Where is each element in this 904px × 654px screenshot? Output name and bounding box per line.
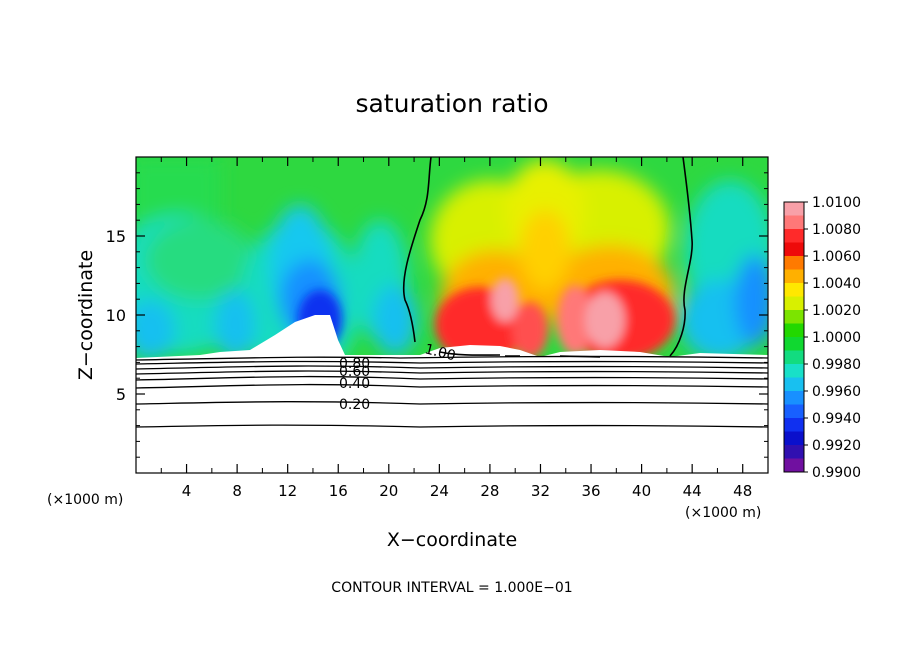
- contour-label-4: 0.40: [339, 376, 370, 392]
- colorbar-swatch: [784, 377, 804, 392]
- colorbar-swatch: [784, 323, 804, 338]
- colorbar-swatch: [784, 296, 804, 311]
- colorbar-swatch: [784, 229, 804, 243]
- colorbar-label: 1.0100: [812, 195, 861, 211]
- colorbar-label: 1.0080: [812, 222, 861, 238]
- contour-label-2: 0.80: [339, 356, 370, 372]
- x-tick-label: 36: [581, 482, 600, 500]
- y-tick-label: 15: [106, 227, 126, 246]
- colorbar-swatch: [784, 350, 804, 365]
- contour-interval-note: CONTOUR INTERVAL = 1.000E−01: [331, 580, 572, 596]
- contour-label-5: 0.20: [339, 397, 370, 413]
- colorbar-label: 1.0000: [812, 330, 861, 346]
- colorbar-swatch: [784, 445, 804, 459]
- heatmap-field: [136, 157, 768, 473]
- x-unit-label-right: (×1000 m): [685, 505, 761, 521]
- colorbar-swatch: [784, 283, 804, 297]
- colorbar-swatch: [784, 364, 804, 378]
- colorbar-swatch: [784, 404, 804, 419]
- x-tick-label: 44: [683, 482, 702, 500]
- x-tick-label: 12: [278, 482, 297, 500]
- colorbar-label: 0.9980: [812, 357, 861, 373]
- y-tick-label: 5: [116, 385, 126, 404]
- x-tick-label: 4: [182, 482, 192, 500]
- x-tick-label: 8: [232, 482, 242, 500]
- colorbar-label: 0.9960: [812, 384, 861, 400]
- colorbar-label: 1.0040: [812, 276, 861, 292]
- colorbar-label: 1.0060: [812, 249, 861, 265]
- x-tick-label: 32: [531, 482, 550, 500]
- colorbar-swatch: [784, 391, 804, 405]
- colorbar-swatch: [784, 269, 804, 284]
- x-axis-title: X−coordinate: [387, 529, 517, 551]
- contour-label-1: 1.00: [423, 341, 457, 364]
- x-tick-label: 28: [480, 482, 499, 500]
- x-tick-label: 16: [329, 482, 348, 500]
- y-tick-label: 10: [106, 306, 126, 325]
- chart-title: saturation ratio: [355, 89, 548, 118]
- colorbar-label: 0.9920: [812, 438, 861, 454]
- colorbar-swatch: [784, 215, 804, 230]
- contour-label-3: 0.60: [339, 364, 370, 380]
- colorbar-label: 0.9900: [812, 465, 861, 481]
- contour-lines: [136, 157, 768, 428]
- colorbar-label: 0.9940: [812, 411, 861, 427]
- x-unit-label-left: (×1000 m): [47, 492, 123, 508]
- y-axis-title: Z−coordinate: [75, 250, 97, 380]
- contour-labels: 1.00 0.80 0.60 0.40 0.20: [339, 341, 457, 413]
- x-tick-label: 24: [430, 482, 449, 500]
- colorbar-swatch: [784, 418, 804, 432]
- colorbar-swatch: [784, 256, 804, 270]
- colorbar-swatch: [784, 310, 804, 324]
- colorbar: [784, 202, 804, 473]
- colorbar-swatch: [784, 242, 804, 257]
- x-axis-ticks: 4 8 12 16 20 24 28 32 36 40 44 48: [160, 157, 769, 500]
- y-axis-ticks: 5 10 15: [106, 172, 768, 458]
- colorbar-swatch: [784, 202, 804, 216]
- colorbar-swatch: [784, 458, 804, 473]
- x-tick-label: 40: [632, 482, 651, 500]
- colorbar-swatch: [784, 431, 804, 446]
- colorbar-swatch: [784, 337, 804, 351]
- colorbar-labels: 1.0100 1.0080 1.0060 1.0040 1.0020 1.0000 0.99…: [804, 195, 861, 481]
- x-tick-label: 48: [733, 482, 752, 500]
- colorbar-label: 1.0020: [812, 303, 861, 319]
- x-tick-label: 20: [379, 482, 398, 500]
